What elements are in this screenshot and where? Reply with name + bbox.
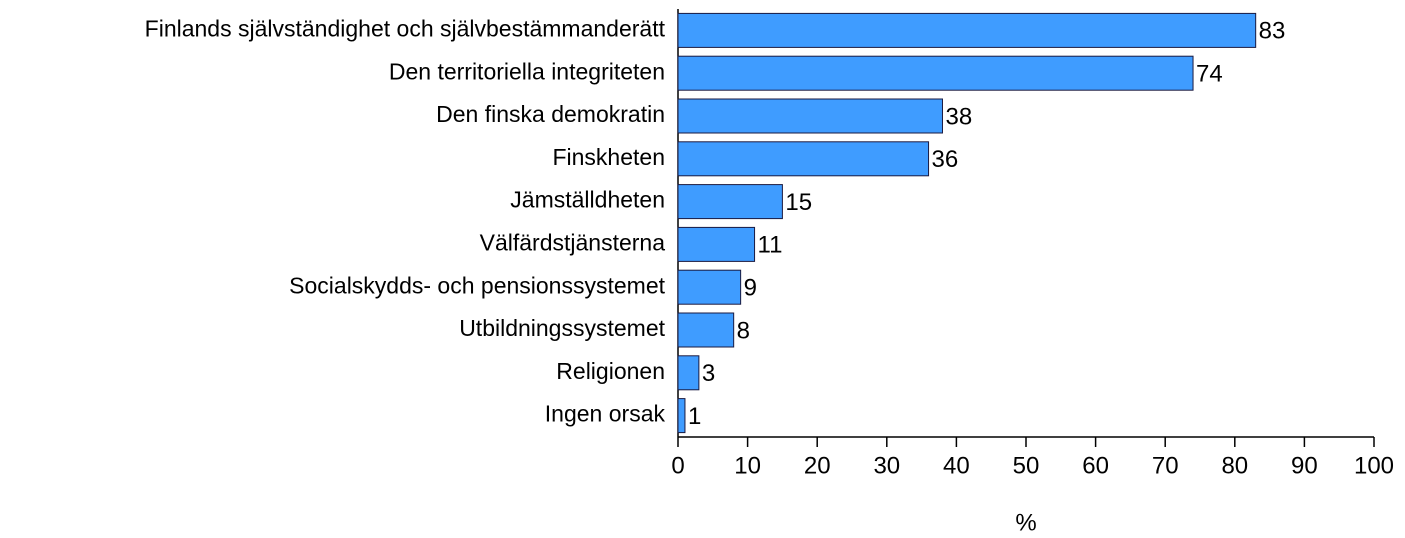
x-tick-label: 30 [873, 452, 900, 479]
x-tick-label: 60 [1082, 452, 1109, 479]
y-tick-label: Socialskydds- och pensionssystemet [289, 272, 665, 298]
bar [677, 12, 1257, 48]
data-label: 74 [1196, 61, 1223, 88]
bar [677, 355, 700, 391]
y-tick-label: Den finska demokratin [436, 101, 665, 127]
x-tick-label: 100 [1354, 452, 1394, 479]
y-tick-label: Ingen orsak [545, 401, 666, 427]
bar [677, 141, 930, 177]
bar [677, 55, 1194, 91]
data-label: 83 [1259, 18, 1286, 45]
bar [677, 226, 756, 262]
y-tick-label: Utbildningssystemet [459, 315, 665, 341]
y-tick-label: Finlands självständighet och självbestäm… [145, 15, 666, 41]
x-tick-label: 20 [804, 452, 831, 479]
data-label: 36 [932, 146, 959, 173]
data-label: 9 [744, 275, 757, 302]
x-tick-label: 10 [734, 452, 761, 479]
y-tick-label: Religionen [556, 358, 665, 384]
x-tick-label: 90 [1291, 452, 1318, 479]
x-tick-label: 0 [671, 452, 684, 479]
x-tick-label: 40 [943, 452, 970, 479]
y-tick-label: Finskheten [552, 144, 665, 170]
data-label: 38 [945, 103, 972, 130]
x-tick-label: 80 [1221, 452, 1248, 479]
y-tick-label: Välfärdstjänsterna [480, 229, 666, 255]
bar [677, 184, 783, 220]
data-label: 3 [702, 360, 715, 387]
data-label: 1 [688, 403, 701, 430]
data-label: 15 [785, 189, 812, 216]
data-label: 8 [737, 317, 750, 344]
bar [677, 398, 686, 434]
bar [677, 98, 943, 134]
x-axis-label: % [1015, 509, 1036, 536]
x-tick-label: 50 [1013, 452, 1040, 479]
y-tick-label: Jämställdheten [510, 187, 665, 213]
x-tick-label: 70 [1152, 452, 1179, 479]
bar [677, 312, 735, 348]
bar [677, 269, 742, 305]
y-tick-label: Den territoriella integriteten [389, 58, 665, 84]
data-label: 11 [758, 232, 783, 259]
